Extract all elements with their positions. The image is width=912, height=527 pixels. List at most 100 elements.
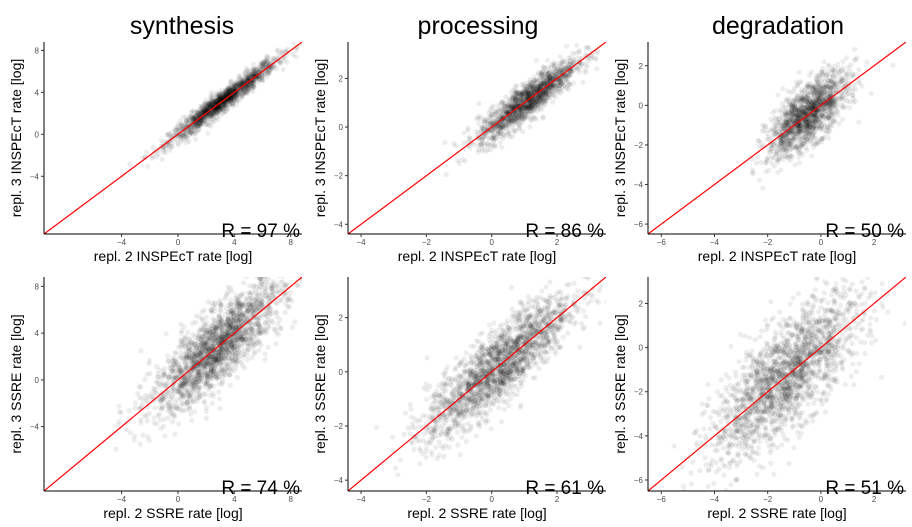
scatter-point: [547, 69, 553, 75]
scatter-point: [222, 101, 228, 107]
scatter-point: [274, 47, 280, 53]
scatter-point: [154, 153, 160, 159]
scatter-point: [184, 126, 190, 132]
scatter-point: [218, 90, 224, 97]
scatter-point: [573, 50, 579, 56]
scatter-point: [593, 56, 599, 62]
scatter-point: [552, 72, 559, 78]
scatter-point: [492, 135, 498, 141]
scatter-point: [213, 99, 219, 105]
scatter-point: [541, 81, 547, 87]
scatter-point: [504, 109, 510, 115]
scatter-point: [218, 95, 224, 101]
x-tick-label: −2: [763, 238, 773, 247]
scatter-point: [208, 113, 215, 119]
scatter-point: [248, 82, 254, 89]
scatter-point: [208, 98, 214, 104]
scatter-point: [213, 98, 219, 104]
scatter-point: [241, 87, 248, 93]
scatter-point: [234, 97, 240, 103]
scatter-point: [800, 105, 806, 111]
y-tick-label: 2: [639, 62, 644, 71]
scatter-point: [227, 87, 233, 93]
scatter-point: [232, 93, 239, 99]
scatter-point: [207, 103, 213, 109]
scatter-point: [211, 111, 217, 117]
scatter-point: [208, 102, 214, 108]
x-tick-label: −4: [710, 238, 720, 247]
scatter-point: [221, 101, 227, 107]
scatter-point: [184, 117, 190, 123]
scatter-point: [853, 86, 859, 92]
scatter-point: [559, 67, 565, 73]
scatter-point: [223, 105, 230, 111]
scatter-point: [224, 92, 230, 98]
scatter-point: [229, 97, 236, 103]
scatter-point: [849, 92, 856, 98]
scatter-point: [192, 114, 198, 120]
scatter-point: [247, 82, 253, 88]
scatter-point: [479, 125, 486, 131]
scatter-point: [196, 110, 202, 116]
scatter-point: [241, 79, 247, 85]
x-axis-label: repl. 2 INSPEcT rate [log]: [698, 248, 856, 264]
scatter-point: [196, 111, 202, 117]
scatter-point: [202, 117, 208, 123]
scatter-point: [144, 418, 150, 424]
scatter-point: [245, 83, 251, 89]
scatter-point: [821, 59, 827, 65]
scatter-point: [227, 88, 233, 94]
scatter-point: [549, 62, 555, 68]
x-tick-label: −4: [357, 238, 367, 247]
scatter-point: [232, 83, 238, 90]
scatter-point: [544, 75, 550, 81]
scatter-point: [210, 119, 216, 125]
scatter-point: [255, 67, 262, 73]
scatter-point: [202, 107, 209, 114]
scatter-point: [217, 112, 223, 118]
scatter-point: [199, 105, 205, 112]
scatter-point: [514, 104, 520, 110]
scatter-point: [175, 125, 181, 131]
scatter-point: [183, 114, 189, 120]
scatter-point: [214, 98, 220, 104]
scatter-point: [489, 127, 495, 134]
scatter-point: [538, 72, 545, 78]
scatter-point: [545, 93, 551, 99]
scatter-point: [258, 59, 264, 65]
scatter-point: [535, 83, 541, 89]
scatter-point: [231, 93, 237, 99]
scatter-point: [505, 121, 512, 127]
scatter-point: [536, 85, 542, 91]
scatter-point: [540, 100, 547, 106]
scatter-point: [230, 87, 236, 93]
scatter-point: [226, 90, 232, 96]
scatter-point: [514, 99, 520, 106]
scatter-point: [178, 132, 184, 139]
scatter-point: [461, 140, 467, 146]
scatter-point: [544, 79, 550, 85]
scatter-point: [780, 86, 786, 92]
scatter-point: [492, 137, 498, 143]
scatter-point: [237, 75, 243, 81]
scatter-point: [541, 74, 548, 81]
scatter-point: [539, 80, 545, 86]
scatter-point: [549, 88, 555, 94]
scatter-point: [839, 75, 845, 81]
scatter-point: [219, 104, 226, 110]
scatter-point: [229, 96, 235, 102]
scatter-point: [248, 78, 254, 84]
scatter-point: [244, 78, 250, 85]
scatter-point: [528, 84, 534, 90]
scatter-point: [223, 88, 229, 94]
scatter-point: [227, 382, 233, 388]
scatter-point: [825, 71, 831, 78]
scatter-point: [203, 102, 210, 108]
scatter-point: [209, 99, 215, 105]
scatter-point: [514, 104, 520, 110]
scatter-point: [517, 110, 523, 116]
scatter-point: [243, 87, 249, 93]
scatter-point: [182, 130, 188, 137]
scatter-point: [233, 93, 239, 99]
scatter-point: [246, 82, 252, 88]
